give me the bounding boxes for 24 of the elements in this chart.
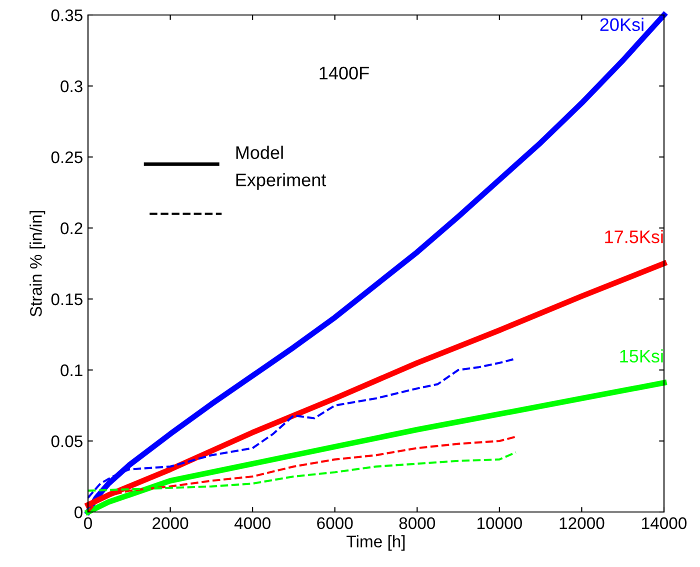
- series-label: 17.5Ksi: [605, 230, 663, 244]
- y-tick-label: 0.05: [51, 435, 82, 448]
- annotation: Model: [236, 146, 283, 160]
- x-tick-label: 8000: [399, 517, 436, 530]
- y-tick-label: 0.15: [51, 293, 82, 306]
- x-tick-label: 6000: [317, 517, 353, 530]
- annotation: Experiment: [236, 173, 326, 190]
- y-tick-label: 0.25: [51, 151, 82, 164]
- y-tick-label: 0: [74, 506, 82, 518]
- annotation: 1400F: [320, 66, 369, 80]
- y-tick-label: 0.1: [60, 364, 82, 376]
- x-tick-label: 2000: [152, 517, 188, 530]
- x-tick-label: 12000: [560, 517, 604, 530]
- y-tick-label: 0.35: [51, 9, 82, 22]
- x-axis-title: Time [h]: [346, 535, 405, 551]
- x-tick-label: 4000: [234, 517, 270, 530]
- x-tick-label: 10000: [478, 517, 522, 530]
- y-axis-title: Strain % [in/in]: [30, 210, 46, 316]
- x-tick-label: 0: [84, 517, 92, 530]
- y-tick-label: 0.2: [60, 222, 82, 234]
- series-label: 20Ksi: [600, 18, 644, 32]
- x-tick-label: 14000: [642, 517, 687, 530]
- y-tick-label: 0.3: [60, 80, 82, 92]
- series-label: 15Ksi: [620, 349, 663, 363]
